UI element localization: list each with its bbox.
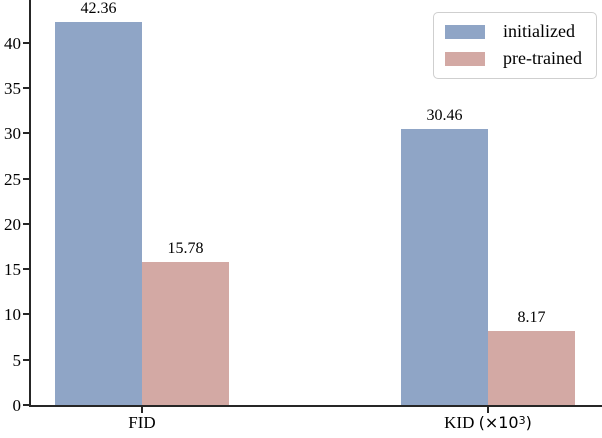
bar-pre-trained	[488, 331, 575, 405]
y-tick-label: 0	[12, 396, 22, 415]
y-tick-mark	[23, 313, 29, 316]
y-tick-mark	[23, 87, 29, 90]
y-tick-label: 40	[4, 33, 21, 53]
legend: initialized pre-trained	[433, 12, 597, 79]
bar-value-label: 42.36	[80, 0, 117, 17]
x-axis-spine	[29, 405, 602, 407]
bar-pre-trained	[142, 262, 229, 405]
y-tick-label: 25	[4, 169, 21, 189]
y-tick-mark	[23, 358, 29, 361]
bar-value-label: 30.46	[426, 107, 463, 125]
y-tick-label: 30	[4, 124, 21, 144]
legend-item-pre-trained: pre-trained	[445, 47, 582, 69]
y-tick-mark	[23, 132, 29, 135]
y-tick-mark	[23, 222, 29, 225]
legend-swatch-initialized	[445, 24, 486, 39]
y-tick-mark	[23, 177, 29, 180]
x-tick-mark	[141, 407, 143, 413]
y-tick-mark	[23, 404, 29, 406]
x-tick-label: FID	[128, 413, 156, 432]
legend-swatch-pre-trained	[445, 51, 486, 66]
y-tick-mark	[23, 41, 29, 44]
x-tick-label: KID (×103)	[444, 413, 532, 432]
bar-initialized	[55, 21, 142, 405]
bar-value-label: 15.78	[167, 240, 204, 258]
bar-initialized	[401, 129, 488, 405]
y-axis-spine	[29, 0, 31, 407]
legend-label-pre-trained: pre-trained	[503, 47, 582, 68]
y-tick-label: 35	[4, 79, 21, 99]
y-tick-label: 20	[4, 214, 21, 234]
legend-label-initialized: initialized	[503, 21, 576, 41]
bar-value-label: 8.17	[517, 309, 546, 327]
mathtext-times-ten-cubed: (×103)	[478, 413, 532, 432]
x-tick-mark	[487, 407, 489, 413]
y-tick-label: 15	[4, 260, 21, 280]
legend-item-initialized: initialized	[445, 21, 582, 42]
y-tick-label: 5	[12, 350, 22, 370]
y-tick-mark	[23, 268, 29, 271]
y-tick-label: 10	[4, 305, 21, 325]
